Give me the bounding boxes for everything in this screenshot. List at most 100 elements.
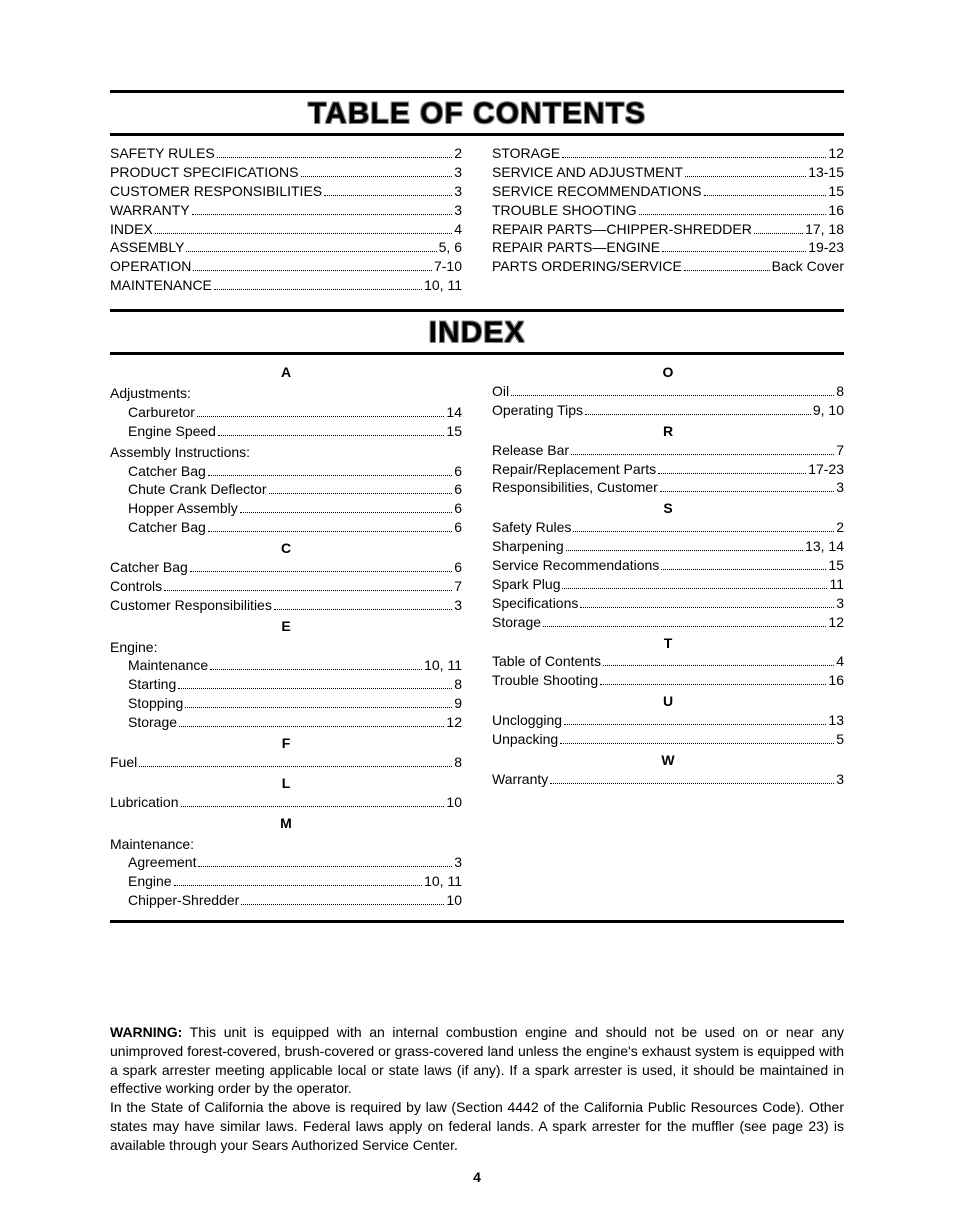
entry-label: Unclogging (492, 711, 562, 730)
entry-label: SERVICE RECOMMENDATIONS (492, 182, 702, 201)
index-group: Maintenance: (110, 835, 462, 854)
entry-dots (564, 724, 826, 725)
entry-dots (685, 176, 806, 177)
entry-dots (208, 531, 452, 532)
toc-entry: Hopper Assembly 6 (110, 499, 462, 518)
entry-page: 3 (454, 201, 462, 220)
toc-entry: TROUBLE SHOOTING16 (492, 201, 844, 220)
entry-dots (600, 684, 826, 685)
toc-entry: Fuel8 (110, 753, 462, 772)
entry-dots (210, 669, 422, 670)
entry-label: Table of Contents (492, 652, 601, 671)
entry-page: 3 (836, 770, 844, 789)
entry-page: 6 (454, 499, 462, 518)
toc-entry: Storage 12 (492, 613, 844, 632)
toc-entry: PARTS ORDERING/SERVICE Back Cover (492, 257, 844, 276)
toc-entry: Service Recommendations15 (492, 556, 844, 575)
entry-label: Chute Crank Deflector (128, 480, 267, 499)
entry-page: Back Cover (772, 257, 844, 276)
toc-entry: Unclogging13 (492, 711, 844, 730)
entry-dots (241, 904, 444, 905)
toc-entry: Stopping9 (110, 694, 462, 713)
entry-dots (190, 571, 452, 572)
entry-label: Release Bar (492, 441, 569, 460)
toc-entry: Table of Contents4 (492, 652, 844, 671)
index-letter: S (492, 499, 844, 518)
entry-page: 15 (828, 556, 844, 575)
entry-label: MAINTENANCE (110, 276, 212, 295)
toc-entry: REPAIR PARTS—ENGINE19-23 (492, 238, 844, 257)
toc-entry: PRODUCT SPECIFICATIONS3 (110, 163, 462, 182)
entry-label: Catcher Bag (110, 558, 188, 577)
entry-label: Catcher Bag (128, 518, 206, 537)
entry-label: Warranty (492, 770, 548, 789)
entry-label: Lubrication (110, 793, 179, 812)
entry-label: Hopper Assembly (128, 499, 238, 518)
toc-entry: Warranty 3 (492, 770, 844, 789)
entry-dots (660, 491, 834, 492)
index-title: INDEX (110, 316, 844, 350)
index-left-column: AAdjustments:Carburetor14Engine Speed15A… (110, 361, 462, 910)
entry-label: SERVICE AND ADJUSTMENT (492, 163, 683, 182)
entry-dots (218, 435, 444, 436)
entry-page: 17, 18 (805, 220, 844, 239)
entry-label: Storage (128, 713, 177, 732)
entry-page: 15 (446, 422, 462, 441)
warning-text-1: This unit is equipped with an internal c… (110, 1024, 844, 1097)
toc-entry: Responsibilities, Customer3 (492, 478, 844, 497)
entry-page: 10 (446, 891, 462, 910)
page: TABLE OF CONTENTS SAFETY RULES2PRODUCT S… (0, 0, 954, 1215)
toc-entry: Repair/Replacement Parts17-23 (492, 460, 844, 479)
toc-entry: SERVICE AND ADJUSTMENT13-15 (492, 163, 844, 182)
toc-entry: OPERATION7-10 (110, 257, 462, 276)
entry-label: Starting (128, 675, 176, 694)
index-letter: M (110, 814, 462, 833)
entry-page: 10, 11 (424, 872, 462, 891)
entry-label: PARTS ORDERING/SERVICE (492, 257, 682, 276)
entry-dots (571, 454, 834, 455)
toc-entry: Unpacking5 (492, 730, 844, 749)
entry-label: TROUBLE SHOOTING (492, 201, 637, 220)
toc-entry: CUSTOMER RESPONSIBILITIES3 (110, 182, 462, 201)
entry-page: 8 (454, 675, 462, 694)
entry-dots (662, 251, 806, 252)
entry-dots (511, 395, 834, 396)
entry-page: 13, 14 (805, 537, 844, 556)
entry-page: 14 (446, 403, 462, 422)
entry-page: 10, 11 (424, 276, 462, 295)
toc-title: TABLE OF CONTENTS (110, 97, 844, 131)
entry-dots (603, 665, 834, 666)
entry-dots (661, 569, 826, 570)
entry-label: Storage (492, 613, 541, 632)
entry-label: Fuel (110, 753, 137, 772)
entry-dots (155, 233, 452, 234)
entry-page: 8 (836, 382, 844, 401)
entry-label: Oil (492, 382, 509, 401)
toc-entry: Controls7 (110, 577, 462, 596)
entry-label: REPAIR PARTS—ENGINE (492, 238, 660, 257)
entry-page: 16 (828, 671, 844, 690)
warning-label: WARNING: (110, 1024, 182, 1040)
toc-entry: Chute Crank Deflector6 (110, 480, 462, 499)
toc-entry: Maintenance10, 11 (110, 656, 462, 675)
toc-right-column: STORAGE12SERVICE AND ADJUSTMENT13-15SERV… (492, 144, 844, 295)
entry-page: 12 (828, 613, 844, 632)
index-letter: L (110, 774, 462, 793)
entry-label: Sharpening (492, 537, 564, 556)
entry-label: STORAGE (492, 144, 560, 163)
toc-entry: MAINTENANCE 10, 11 (110, 276, 462, 295)
entry-page: 5 (836, 730, 844, 749)
entry-dots (198, 866, 452, 867)
entry-dots (214, 289, 422, 290)
entry-page: 11 (829, 575, 844, 594)
toc-entry: Catcher Bag6 (110, 462, 462, 481)
toc-entry: Catcher Bag6 (110, 518, 462, 537)
entry-dots (324, 195, 452, 196)
entry-label: Chipper-Shredder (128, 891, 239, 910)
entry-dots (185, 707, 452, 708)
toc-entry: STORAGE12 (492, 144, 844, 163)
entry-label: Customer Responsibilities (110, 596, 272, 615)
toc-entry: Customer Responsibilities3 (110, 596, 462, 615)
entry-dots (301, 176, 453, 177)
entry-label: Stopping (128, 694, 183, 713)
